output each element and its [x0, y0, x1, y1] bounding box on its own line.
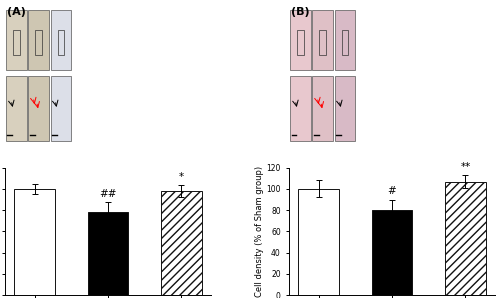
Bar — [372, 210, 412, 295]
Y-axis label: Cell density (% of Sham group): Cell density (% of Sham group) — [254, 166, 264, 297]
Text: #: # — [388, 186, 396, 196]
Text: (B): (B) — [291, 7, 310, 17]
FancyBboxPatch shape — [28, 10, 49, 71]
Text: (A): (A) — [7, 7, 26, 17]
FancyBboxPatch shape — [290, 10, 310, 71]
FancyBboxPatch shape — [6, 10, 26, 71]
Text: *: * — [179, 172, 184, 181]
FancyBboxPatch shape — [290, 76, 310, 141]
FancyBboxPatch shape — [335, 76, 355, 141]
Bar — [446, 181, 486, 295]
Text: **: ** — [460, 162, 470, 172]
FancyBboxPatch shape — [6, 76, 26, 141]
FancyBboxPatch shape — [28, 76, 49, 141]
Bar — [14, 189, 54, 295]
FancyBboxPatch shape — [50, 10, 71, 71]
FancyBboxPatch shape — [335, 10, 355, 71]
FancyBboxPatch shape — [312, 76, 333, 141]
Bar — [161, 191, 202, 295]
Bar — [88, 212, 128, 295]
FancyBboxPatch shape — [50, 76, 71, 141]
FancyBboxPatch shape — [312, 10, 333, 71]
Text: ##: ## — [99, 189, 116, 198]
Bar — [298, 189, 339, 295]
